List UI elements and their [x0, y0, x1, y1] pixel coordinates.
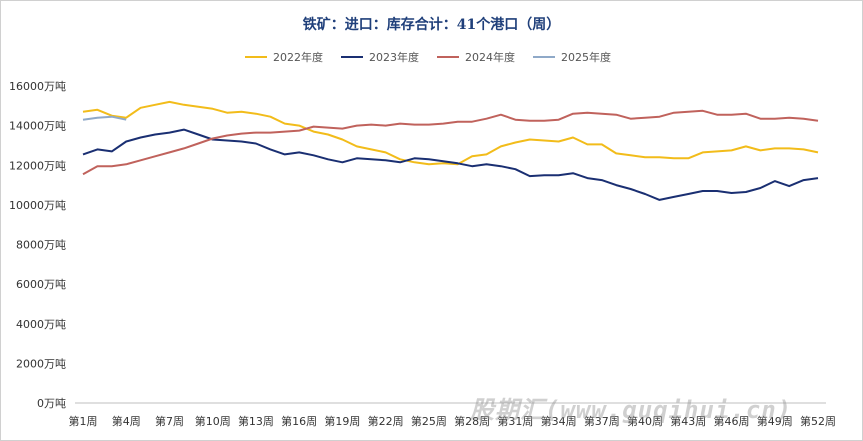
- y-tick-label: 6000万吨: [16, 278, 66, 291]
- x-tick-label: 第13周: [238, 414, 274, 428]
- series-line-2024年度: [82, 109, 819, 176]
- legend-item: 2025年度: [533, 49, 611, 65]
- x-tick-label: 第10周: [195, 414, 231, 428]
- watermark-text: 股期汇(www.guqihui.cn): [470, 396, 793, 424]
- x-tick-label: 第1周: [69, 414, 98, 428]
- x-tick-label: 第25周: [411, 414, 447, 428]
- x-tick-label: 第52周: [800, 414, 836, 428]
- y-tick-label: 8000万吨: [16, 239, 66, 252]
- x-tick-label: 第40周: [627, 414, 663, 428]
- x-tick-label: 第49周: [757, 414, 793, 428]
- legend-swatch: [437, 56, 459, 58]
- series-line-2023年度: [82, 128, 819, 201]
- y-tick-label: 12000万吨: [9, 159, 66, 172]
- x-tick-label: 第28周: [454, 414, 490, 428]
- series-line-2025年度: [82, 115, 127, 121]
- legend-label: 2022年度: [273, 51, 323, 64]
- y-tick-label: 0万吨: [37, 397, 66, 410]
- x-tick-label: 第19周: [324, 414, 360, 428]
- legend-label: 2024年度: [465, 51, 515, 64]
- y-tick-label: 2000万吨: [16, 357, 66, 370]
- x-tick-label: 第31周: [497, 414, 533, 428]
- legend-item: 2023年度: [341, 49, 419, 65]
- legend-item: 2024年度: [437, 49, 515, 65]
- x-tick-label: 第37周: [584, 414, 620, 428]
- legend-label: 2025年度: [561, 51, 611, 64]
- axes: 0万吨 2000万吨 4000万吨 6000万吨 8000万吨 10000万吨 12000万…: [9, 80, 836, 428]
- x-tick-label: 第22周: [368, 414, 404, 428]
- x-tick-label: 第34周: [541, 414, 577, 428]
- y-tick-label: 10000万吨: [9, 199, 66, 212]
- x-tick-label: 第4周: [112, 414, 141, 428]
- x-tick-label: 第7周: [155, 414, 184, 428]
- x-tick-label: 第16周: [281, 414, 317, 428]
- legend-swatch: [245, 56, 267, 58]
- y-tick-label: 14000万吨: [9, 120, 66, 133]
- chart-legend: 2022年度 2023年度 2024年度 2025年度: [245, 49, 611, 65]
- series-lines: [82, 100, 819, 201]
- y-tick-label: 4000万吨: [16, 318, 66, 331]
- legend-swatch: [341, 56, 363, 58]
- legend-label: 2023年度: [369, 51, 419, 64]
- x-tick-label: 第43周: [670, 414, 706, 428]
- legend-swatch: [533, 56, 555, 58]
- x-tick-label: 第46周: [714, 414, 750, 428]
- chart-title: 铁矿：进口：库存合计：41个港口（周）: [302, 17, 561, 33]
- y-tick-label: 16000万吨: [9, 80, 66, 93]
- legend-item: 2022年度: [245, 49, 323, 65]
- series-line-2022年度: [82, 100, 819, 166]
